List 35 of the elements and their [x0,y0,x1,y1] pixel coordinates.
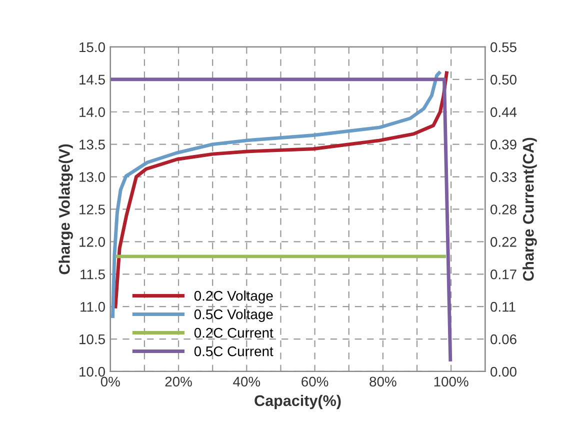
y-tick-label: 12.5 [80,204,105,214]
x-tick-label: 20% [165,376,192,387]
x-tick-label: 100% [434,376,468,387]
legend-label: 0.2C Voltage [194,290,273,304]
y2-tick-label: 0.50 [490,74,516,85]
y2-tick-label: 0.28 [490,204,516,214]
legend-label: 0.5C Voltage [194,309,273,322]
y-tick-label: 11.5 [80,270,105,280]
y-tick-label: 15.0 [80,42,105,52]
y2-tick-label: 0.22 [490,237,516,247]
y2-tick-label: 0.00 [490,366,516,377]
legend-label: 0.5C Current [194,346,274,356]
x-axis-title: Capacity(%) [254,394,341,410]
y2-tick-label: 0.39 [490,140,516,150]
x-tick-label: 60% [302,376,328,387]
y-tick-label: 14.0 [80,107,105,118]
y-axis-title: Charge Volatge(V) [58,144,73,274]
y2-axis-title: Charge Current(CA) [522,138,537,281]
y2-tick-label: 0.17 [490,269,516,280]
y-tick-label: 13.5 [80,140,105,150]
y2-tick-label: 0.33 [490,172,516,182]
legend-label: 0.2C Current [194,328,274,338]
y2-tick-label: 0.11 [490,302,516,312]
y2-tick-label: 0.06 [490,334,516,344]
x-tick-label: 80% [370,376,396,387]
y-tick-label: 13.0 [80,172,105,182]
x-tick-label: 0% [100,376,120,387]
y-tick-label: 12.0 [80,237,105,247]
y2-tick-label: 0.55 [490,42,516,52]
y-tick-label: 14.5 [80,74,105,85]
y2-tick-label: 0.44 [490,107,517,118]
x-tick-label: 40% [233,376,260,387]
y-tick-label: 11.0 [80,302,105,312]
y-tick-label: 10.5 [80,334,105,344]
y-tick-label: 10.0 [80,366,105,377]
